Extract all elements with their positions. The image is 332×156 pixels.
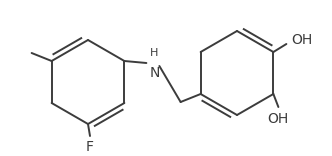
Text: H: H bbox=[150, 48, 159, 58]
Text: N: N bbox=[149, 66, 160, 80]
Text: OH: OH bbox=[268, 112, 289, 126]
Text: OH: OH bbox=[291, 33, 313, 47]
Text: F: F bbox=[86, 140, 94, 154]
